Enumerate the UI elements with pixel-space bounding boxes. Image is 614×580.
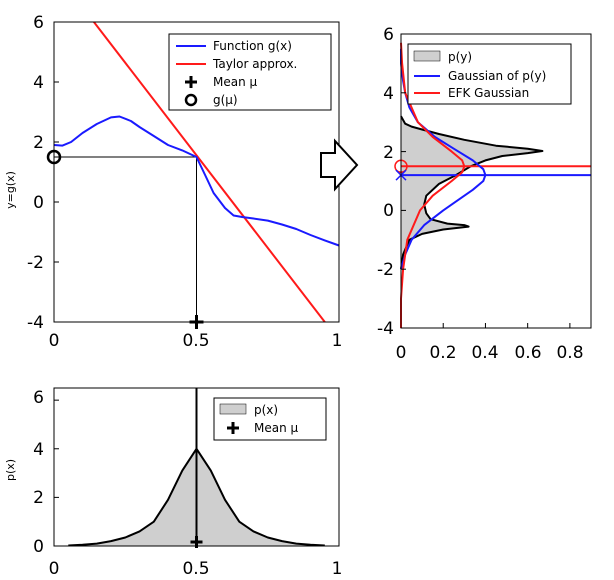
- input-ytick-0: 0: [33, 537, 44, 557]
- efk-gauss-curve: [400, 42, 466, 328]
- input-xtick-0-5: 0.5: [182, 559, 209, 579]
- transform-ytick-0: 0: [33, 193, 44, 213]
- transform-legend: Function g(x) Taylor approx. Mean μ g(μ): [168, 33, 332, 111]
- transform-ytick-minus4: -4: [27, 313, 44, 333]
- output-ytick-6: 6: [383, 25, 394, 45]
- taylor-approx-line: [93, 22, 326, 322]
- output-plot: 6 4 2 0 -2 -4 0 0.2 0.4 0.6 0.8 p(y) Gau…: [377, 25, 592, 363]
- legend-label-mean: Mean μ: [213, 75, 258, 89]
- legend-label-efk: EFK Gaussian: [448, 86, 529, 100]
- input-xtick-1: 1: [332, 559, 343, 579]
- output-legend: p(y) Gaussian of p(y) EFK Gaussian: [407, 43, 572, 105]
- transform-ytick-6: 6: [33, 13, 44, 33]
- output-ytick-2: 2: [383, 143, 394, 163]
- output-ytick-minus4: -4: [377, 319, 394, 339]
- output-xtick-0-8: 0.8: [556, 343, 583, 363]
- legend-label-px: p(x): [254, 403, 278, 417]
- output-tick-marks: [400, 33, 571, 329]
- input-tick-marks: [53, 399, 340, 547]
- input-ytick-4: 4: [33, 440, 44, 460]
- output-xtick-0: 0: [396, 343, 407, 363]
- output-ytick-4: 4: [383, 84, 394, 104]
- legend-label-mean-2: Mean μ: [254, 421, 299, 435]
- input-ytick-6: 6: [33, 388, 44, 408]
- transform-ylabel: y=g(x): [4, 171, 17, 209]
- transform-xtick-0: 0: [49, 331, 60, 351]
- transform-xtick-0-5: 0.5: [182, 331, 209, 351]
- transform-ytick-minus2: -2: [27, 253, 44, 273]
- legend-label-py: p(y): [448, 50, 472, 64]
- input-ylabel: p(x): [4, 459, 17, 481]
- transform-xtick-1: 1: [332, 331, 343, 351]
- legend-label-gauss-py: Gaussian of p(y): [448, 69, 546, 83]
- output-data-layer: [394, 42, 591, 328]
- input-legend: p(x) Mean μ: [213, 397, 327, 441]
- output-ytick-minus2: -2: [377, 260, 394, 280]
- py-area-fill: [401, 116, 543, 270]
- transform-plot: 6 4 2 0 -2 -4 0 0.5 1 y=g(x) Function g(…: [4, 13, 342, 351]
- output-ytick-0: 0: [383, 201, 394, 221]
- legend-swatch-py: [413, 50, 441, 62]
- right-arrow-icon: [320, 138, 359, 192]
- function-gx-line: [54, 115, 339, 247]
- input-plot: 6 4 2 0 0 0.5 1 p(x) p(x) Mean μ: [4, 387, 343, 579]
- legend-label-taylor: Taylor approx.: [212, 57, 297, 71]
- input-ytick-2: 2: [33, 488, 44, 508]
- transform-tick-marks: [53, 21, 340, 323]
- input-xtick-0: 0: [49, 559, 60, 579]
- legend-swatch-mean-plus-icon: [185, 76, 197, 88]
- legend-label-gmu: g(μ): [213, 93, 238, 107]
- output-xtick-0-4: 0.4: [471, 343, 498, 363]
- legend-swatch-gmu-circle-icon: [184, 93, 198, 107]
- transform-ytick-2: 2: [33, 133, 44, 153]
- output-xtick-0-6: 0.6: [514, 343, 541, 363]
- output-plot-frame: [400, 33, 592, 329]
- transform-ytick-4: 4: [33, 73, 44, 93]
- legend-label-function: Function g(x): [213, 39, 292, 53]
- output-xtick-0-2: 0.2: [429, 343, 456, 363]
- legend-swatch-mean-plus-icon-2: [227, 422, 239, 434]
- legend-swatch-px: [219, 403, 247, 415]
